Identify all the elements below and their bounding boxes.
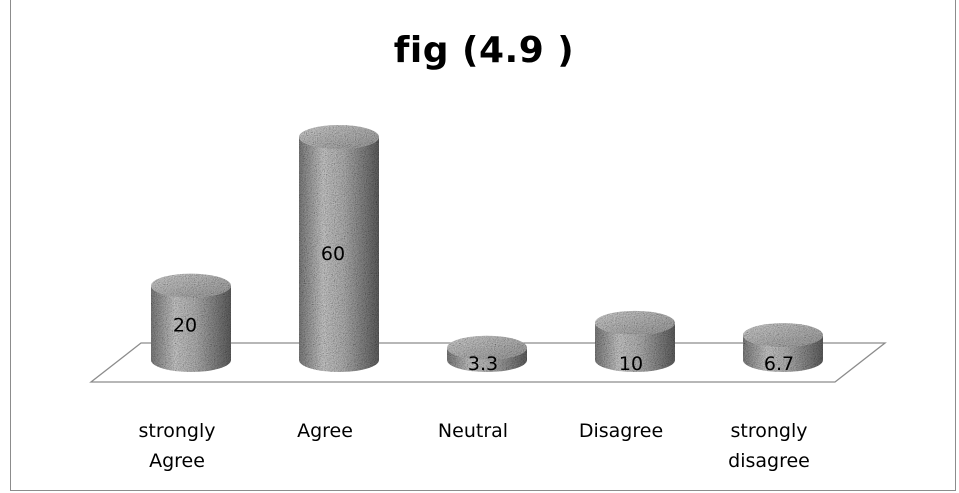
chart-plot-area: 20 60 3.3 10 6.7 strongly Agree Agree Neutral Di… <box>89 125 887 472</box>
data-label: 6.7 <box>764 353 794 375</box>
category-label-line: Neutral <box>438 420 508 442</box>
bar-2 <box>447 335 527 372</box>
data-label: 20 <box>173 314 197 336</box>
bar-1 <box>299 125 379 372</box>
data-label: 60 <box>321 243 345 265</box>
category-label: Neutral <box>438 420 508 442</box>
category-label-line: strongly <box>139 420 216 442</box>
data-label: 10 <box>619 353 643 375</box>
bar-top <box>151 273 231 298</box>
category-label: Agree <box>297 420 353 442</box>
bar-4 <box>743 323 823 372</box>
chart-floor <box>89 342 887 383</box>
data-label: 3.3 <box>468 353 498 375</box>
category-label: strongly disagree <box>728 420 810 472</box>
category-label-line: Agree <box>149 450 205 472</box>
category-label-line: Disagree <box>579 420 663 442</box>
bar-top <box>595 310 675 335</box>
category-label: Disagree <box>579 420 663 442</box>
category-label-line: strongly <box>731 420 808 442</box>
bar-body <box>299 137 379 372</box>
bar-top <box>447 335 527 360</box>
category-label: strongly Agree <box>139 420 216 472</box>
bar-0 <box>151 273 231 372</box>
bar-3 <box>595 310 675 372</box>
bar-body <box>595 322 675 372</box>
bar-top <box>299 125 379 149</box>
bar-top <box>743 323 823 348</box>
category-label-line: disagree <box>728 450 810 472</box>
category-label-line: Agree <box>297 420 353 442</box>
bar-body <box>151 285 231 372</box>
chart-frame: fig (4.9 ) <box>10 0 956 491</box>
chart-title: fig (4.9 ) <box>393 30 575 71</box>
